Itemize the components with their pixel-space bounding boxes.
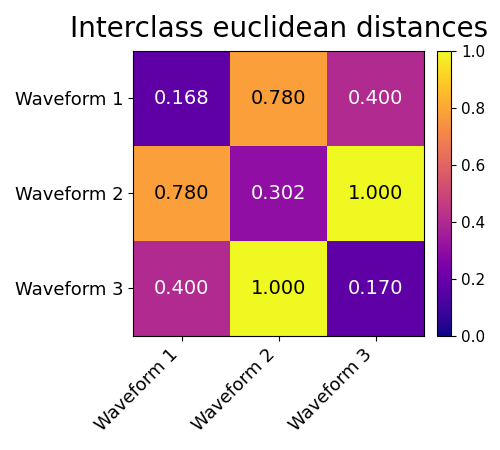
Text: 1.000: 1.000 (348, 184, 404, 203)
Text: 0.170: 0.170 (348, 279, 404, 298)
Title: Interclass euclidean distances: Interclass euclidean distances (70, 15, 488, 43)
Text: 0.302: 0.302 (251, 184, 306, 203)
Text: 1.000: 1.000 (251, 279, 306, 298)
Text: 0.780: 0.780 (154, 184, 210, 203)
Text: 0.780: 0.780 (251, 89, 306, 108)
Text: 0.400: 0.400 (348, 89, 404, 108)
Text: 0.400: 0.400 (154, 279, 210, 298)
Text: 0.168: 0.168 (154, 89, 210, 108)
